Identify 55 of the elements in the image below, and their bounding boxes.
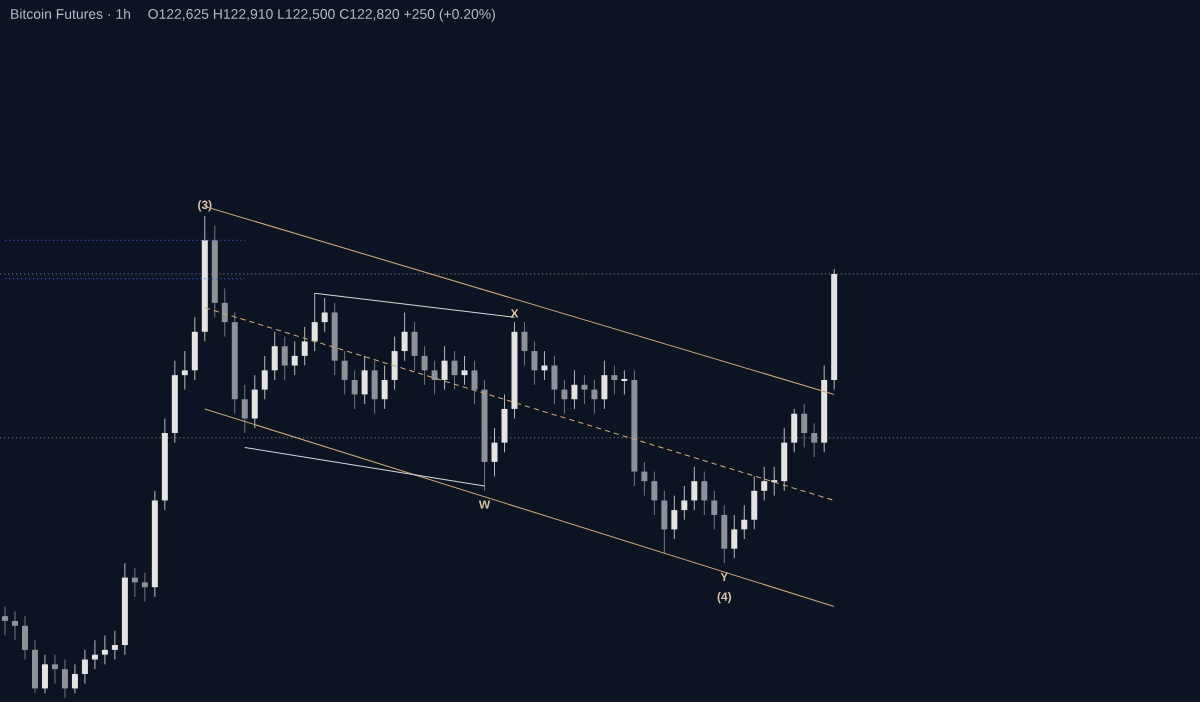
candlestick xyxy=(351,369,358,410)
candlestick xyxy=(401,312,408,362)
candlestick xyxy=(701,471,708,516)
candlestick xyxy=(571,369,578,410)
candlestick xyxy=(801,403,808,448)
candlestick xyxy=(61,659,68,699)
candlestick xyxy=(101,635,108,665)
candlestick xyxy=(141,572,148,603)
candlestick xyxy=(221,288,228,337)
candlestick xyxy=(471,360,478,405)
candlestick xyxy=(591,379,598,415)
text: X xyxy=(510,309,519,318)
candlestick xyxy=(291,341,298,376)
candlestick xyxy=(651,471,658,516)
candlestick xyxy=(521,321,528,366)
candlestick xyxy=(321,297,328,333)
candlestick xyxy=(621,369,628,395)
candlestick xyxy=(241,384,248,434)
chart-title: Bitcoin Futures · 1h xyxy=(11,8,131,19)
candlestick xyxy=(491,427,498,477)
candlestick xyxy=(51,654,58,685)
candlestick xyxy=(301,326,308,366)
candlestick xyxy=(611,365,618,395)
candlestick xyxy=(91,639,98,670)
candlestick xyxy=(581,374,588,405)
candlestick xyxy=(441,345,448,391)
annotation: (4) xyxy=(717,592,731,604)
candlestick xyxy=(531,341,538,386)
text: Y xyxy=(720,572,729,581)
candlestick xyxy=(421,345,428,386)
text: W xyxy=(478,500,491,509)
candlestick xyxy=(81,649,88,685)
candlestick xyxy=(731,514,738,559)
candlestick xyxy=(561,379,568,415)
candlestick xyxy=(641,461,648,497)
candlestick xyxy=(671,495,678,540)
text: (3) xyxy=(198,200,212,212)
chart-subtitle: O122,625 H122,910 L122,500 C122,820 +250 (+0.20%) xyxy=(148,8,495,22)
candlestick xyxy=(341,350,348,395)
candlestick xyxy=(711,490,718,530)
candlestick xyxy=(761,466,768,501)
candlestick xyxy=(431,360,438,395)
candlestick xyxy=(2,606,8,636)
candlestick xyxy=(111,630,118,660)
candlestick xyxy=(261,355,268,400)
candlestick xyxy=(461,355,468,386)
candlestick xyxy=(281,336,288,381)
candlestick xyxy=(71,663,78,694)
candlestick xyxy=(691,466,698,511)
candlestick xyxy=(741,504,748,540)
candlestick xyxy=(451,350,458,391)
candlestick xyxy=(11,610,18,641)
candlestick xyxy=(181,350,188,391)
candlestick xyxy=(681,485,688,521)
candlestick xyxy=(381,365,388,410)
